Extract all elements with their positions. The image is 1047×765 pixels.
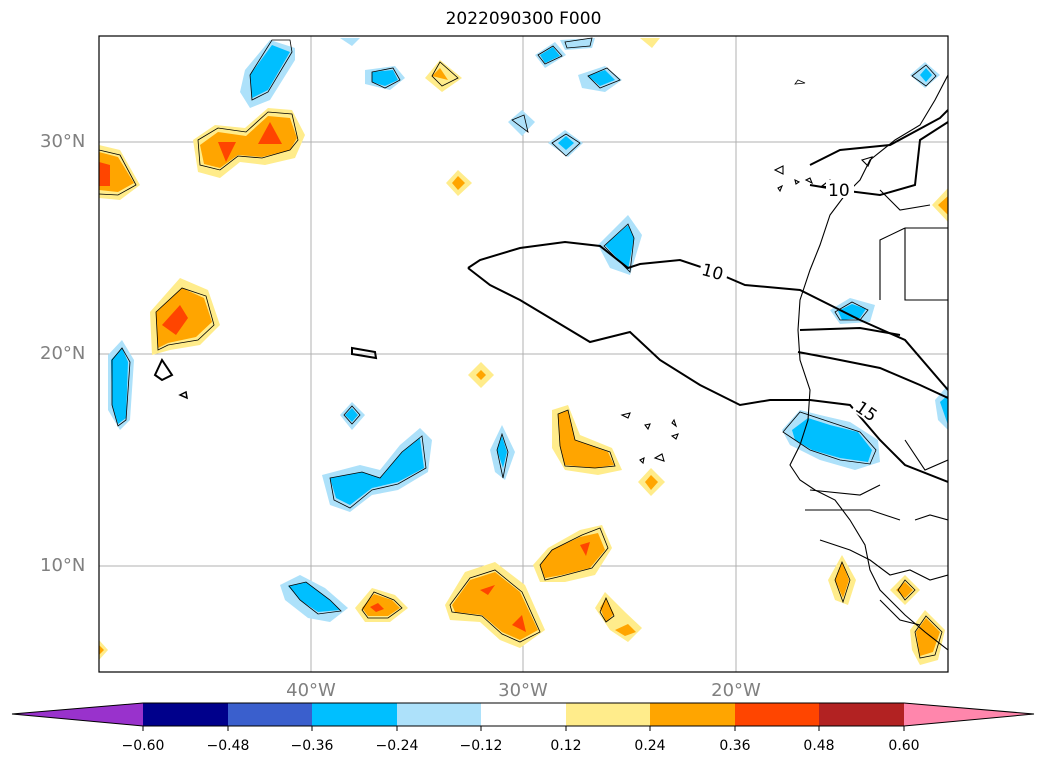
pos-patch (99, 162, 110, 186)
neg-patch (288, 582, 340, 612)
pos-patch (162, 305, 188, 335)
pos-patch (476, 370, 486, 380)
colorbar (11, 702, 1035, 731)
colorbar-tick-label: 0.24 (634, 738, 666, 754)
neg-patch (558, 136, 574, 150)
pos-patch (218, 142, 236, 162)
neg-patch (340, 38, 360, 46)
pos-patch (580, 542, 590, 556)
neg-patch (330, 438, 424, 505)
colorbar-swatch (143, 703, 228, 726)
pos-patch (645, 475, 658, 490)
pos-patch (452, 176, 465, 190)
lon-label-40w: 40°W (286, 680, 336, 701)
colorbar-swatch (228, 703, 312, 726)
isolated-contour (153, 357, 174, 382)
colorbar-tick-label: 0.60 (888, 738, 920, 754)
pos-patch (99, 645, 104, 655)
neg-patch (940, 395, 948, 425)
neg-patch (250, 45, 290, 98)
neg-patch (792, 418, 872, 462)
colorbar-swatch (481, 703, 566, 726)
plot-area: 10 10 15 (99, 36, 948, 672)
pos-patch (558, 410, 614, 468)
neg-patch (372, 70, 398, 86)
lon-label-20w: 20°W (711, 680, 761, 701)
colorbar-swatch (397, 703, 481, 726)
neg-patch (540, 47, 560, 63)
pos-patch (916, 618, 940, 656)
map-title: 2022090300 F000 (445, 9, 602, 29)
pos-patch (258, 122, 282, 144)
map-frame (98, 35, 949, 673)
pos-patch (432, 68, 448, 80)
colorbar-tick-label: −0.36 (290, 738, 334, 754)
colorbar-tick-label: −0.12 (459, 738, 503, 754)
colorbar-extend-high (904, 703, 1034, 726)
colorbar-swatch (735, 703, 819, 726)
pos-patch (595, 592, 642, 642)
neg-patch (508, 110, 535, 136)
neg-patch (345, 408, 358, 422)
colorbar-swatch (819, 703, 904, 726)
neg-patch (920, 68, 932, 82)
lat-label-10n: 10°N (40, 555, 86, 576)
colorbar-swatch (312, 703, 397, 726)
contour-10-south (467, 240, 948, 483)
isolated-contour (178, 390, 188, 400)
contour-label: 10 (828, 181, 850, 201)
pos-patch (896, 582, 913, 598)
neg-patch (605, 225, 634, 270)
coastline (620, 74, 948, 651)
colorbar-tick-label: −0.60 (121, 738, 165, 754)
gridlines (99, 36, 948, 672)
colorbar-tick-label: −0.48 (206, 738, 250, 754)
colorbar-swatch (650, 703, 735, 726)
lat-label-20n: 20°N (40, 343, 86, 364)
colorbar-tick-label: 0.12 (550, 738, 582, 754)
neg-patch (838, 304, 866, 320)
pos-patch (640, 38, 660, 48)
lat-label-30n: 30°N (40, 131, 86, 152)
neg-patch (111, 348, 128, 424)
pos-patch (615, 624, 636, 636)
colorbar-tick-label: 0.36 (719, 738, 751, 754)
contour-15 (797, 326, 948, 399)
lon-label-30w: 30°W (498, 680, 548, 701)
pos-patch (512, 615, 526, 632)
isolated-contour (351, 346, 378, 360)
neg-patch (588, 70, 615, 86)
neg-patch (497, 436, 507, 468)
pos-patch (370, 603, 384, 612)
colorbar-swatch (566, 703, 650, 726)
colorbar-tick-label: 0.48 (803, 738, 835, 754)
neg-patch (560, 38, 595, 50)
pos-patch (480, 585, 495, 595)
pos-patch (938, 196, 948, 215)
colorbar-tick-label: −0.24 (375, 738, 419, 754)
thin-contours (99, 37, 943, 659)
colorbar-extend-low (12, 703, 143, 726)
pos-patch (362, 594, 400, 616)
